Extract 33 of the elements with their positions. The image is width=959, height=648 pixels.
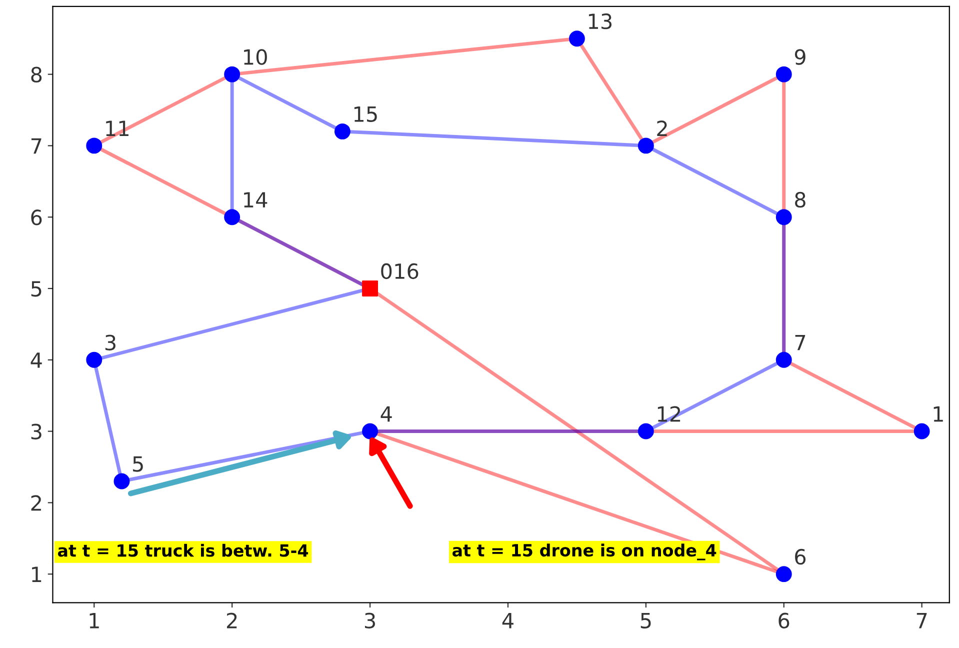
x-tick-label: 3 bbox=[364, 612, 375, 628]
annotation: 6 bbox=[795, 548, 806, 565]
annotation: 3 bbox=[105, 334, 116, 350]
y-tick-label: 2 bbox=[31, 495, 41, 511]
annotation: 2 bbox=[657, 120, 667, 136]
x-tick-label: 6 bbox=[778, 612, 790, 628]
annotation: at t = 15 truck is betw. 5-4 bbox=[58, 544, 308, 557]
annotation: 14 bbox=[244, 192, 268, 208]
y-tick-label: 1 bbox=[32, 566, 42, 582]
annotation: 15 bbox=[354, 106, 377, 122]
annotation: 1 bbox=[934, 406, 943, 422]
annotation: 8 bbox=[795, 192, 806, 208]
annotation: 12 bbox=[658, 406, 680, 422]
y-tick-label: 8 bbox=[31, 66, 42, 83]
annotation: 4 bbox=[380, 406, 392, 422]
annotation: 11 bbox=[106, 120, 128, 136]
annotation: 13 bbox=[588, 13, 612, 30]
x-tick-label: 1 bbox=[90, 613, 99, 628]
y-tick-label: 4 bbox=[30, 352, 42, 368]
y-tick-label: 7 bbox=[31, 138, 42, 154]
annotation: 9 bbox=[794, 49, 806, 65]
annotation: 10 bbox=[244, 49, 267, 65]
y-tick-label: 3 bbox=[31, 424, 42, 440]
y-tick-label: 5 bbox=[31, 281, 42, 297]
x-tick-label: 5 bbox=[640, 613, 651, 628]
x-tick-label: 7 bbox=[916, 613, 927, 628]
x-tick-label: 4 bbox=[502, 613, 514, 628]
annotation: at t = 15 drone is on node_4 bbox=[452, 544, 716, 560]
annotation: 7 bbox=[795, 334, 806, 350]
annotation: 016 bbox=[381, 263, 418, 280]
annotation: 5 bbox=[133, 456, 143, 472]
y-tick-label: 6 bbox=[31, 210, 42, 226]
x-tick-label: 2 bbox=[226, 612, 237, 628]
